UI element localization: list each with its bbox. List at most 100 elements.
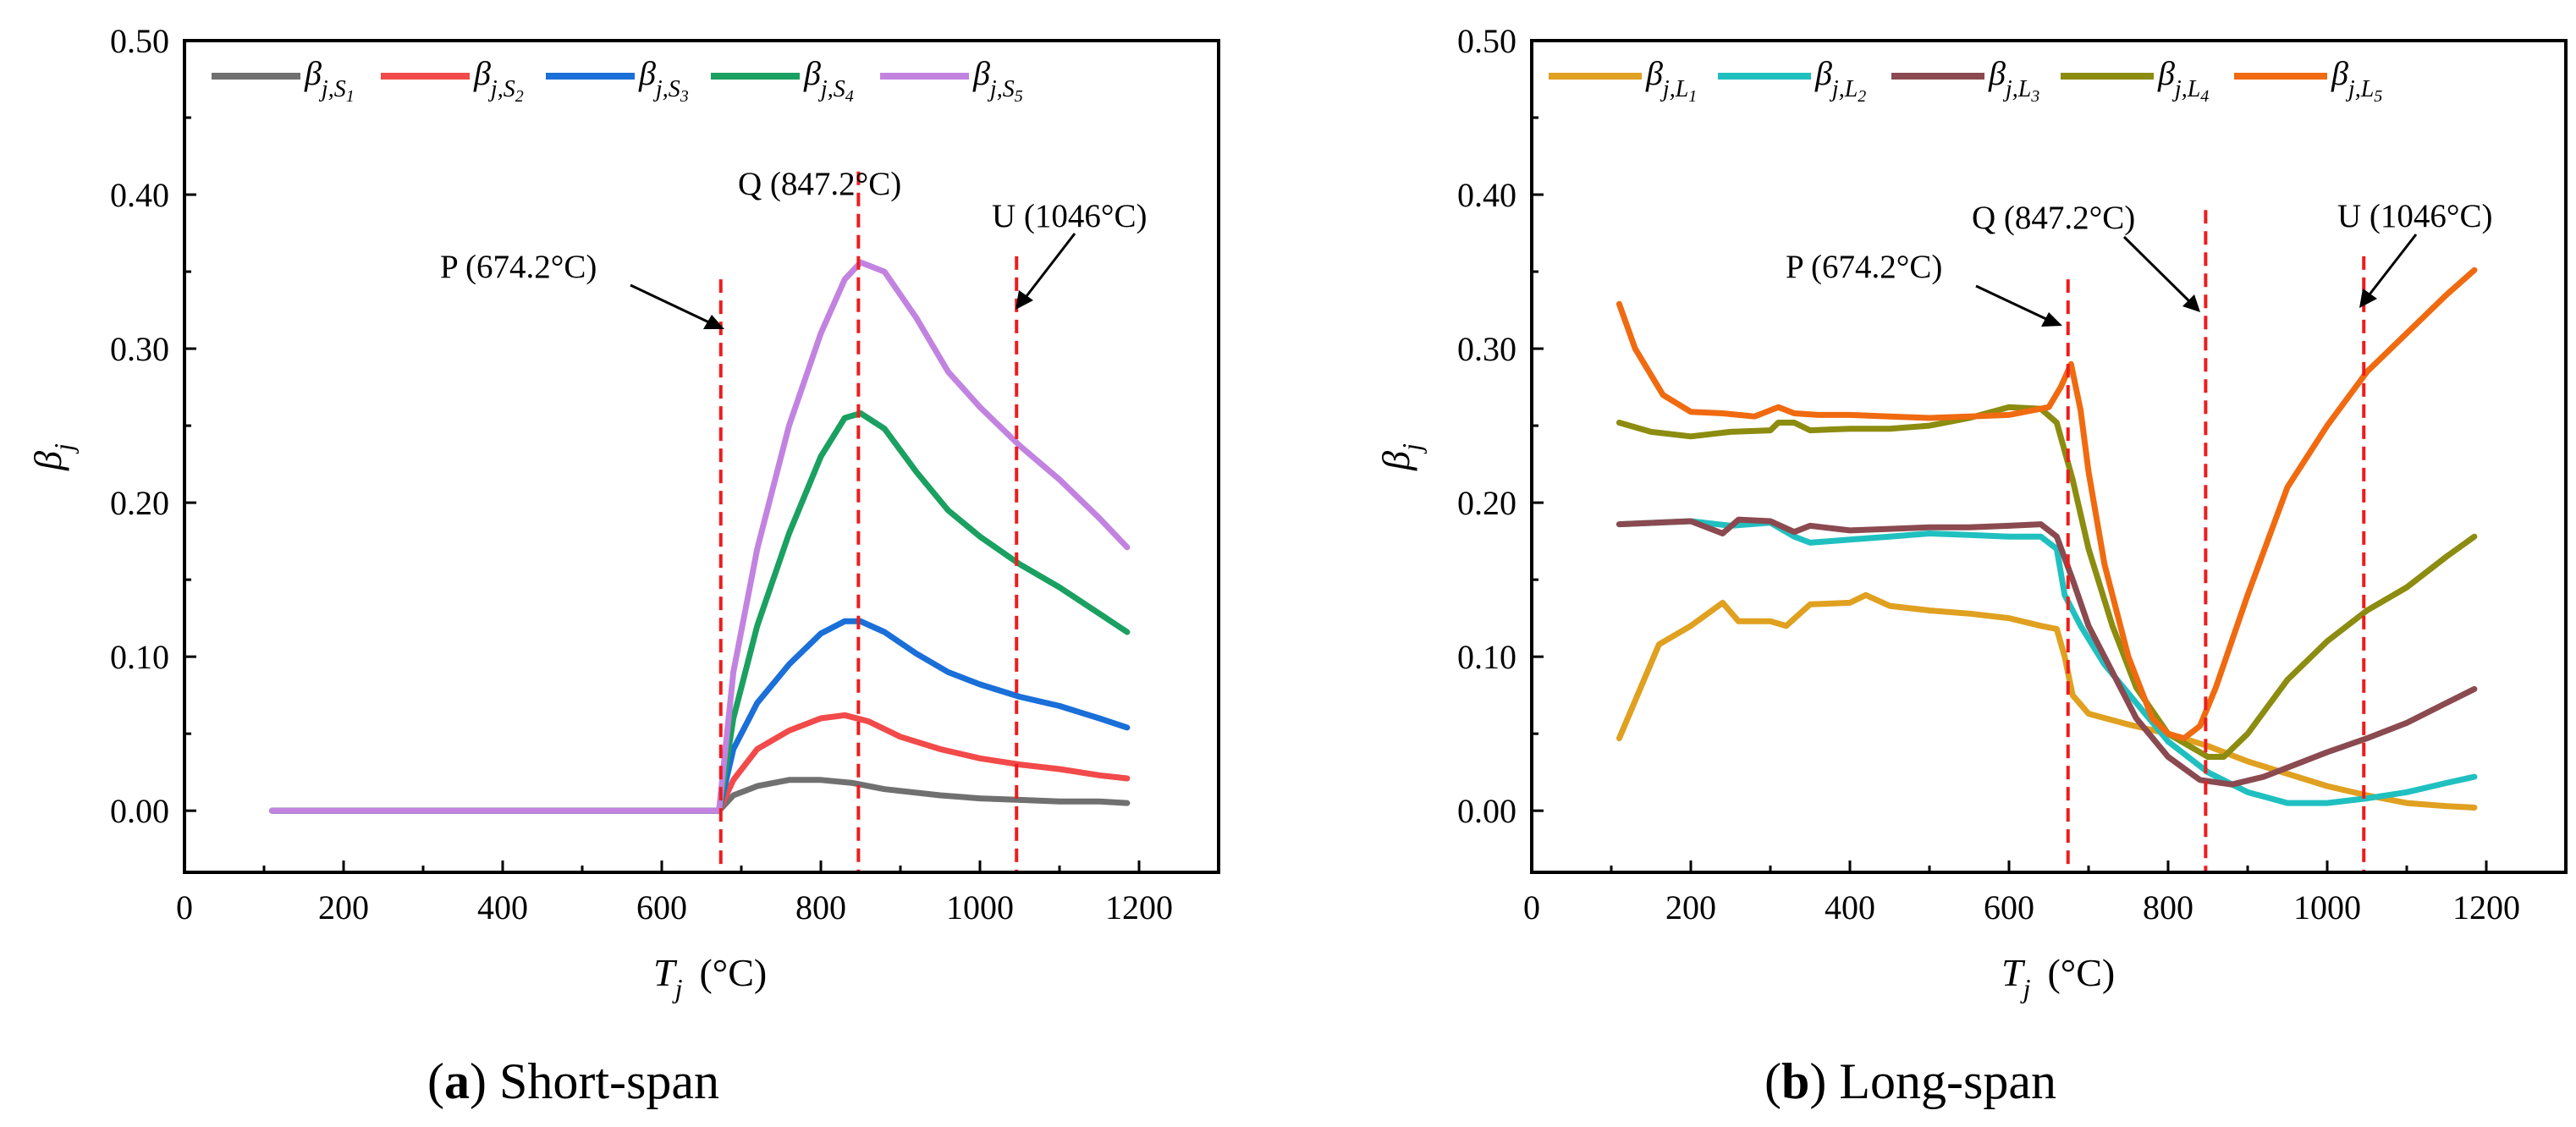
x-axis-label-b: Tj (°C) — [2001, 951, 2115, 1003]
legend-sub-a-2: j,S — [488, 76, 515, 102]
arrowhead-u-a — [1016, 290, 1033, 310]
tick-layer-b: 0 200 400 600 800 1000 1200 0.00 0.10 0.20 0.30 0.4… — [1457, 22, 2520, 926]
plot-frame-a — [183, 39, 1220, 874]
annotation-q-a: Q (847.2°C) — [738, 166, 901, 202]
legend-a: βj,S1 βj,S2 βj,S3 βj,S4 βj,S5 — [212, 54, 1023, 106]
panel-short-span: 0 200 400 600 800 1000 1200 0.00 0.10 0.20 0.30 0.4… — [26, 22, 1220, 1109]
x-axis-label-sub-b: j — [2020, 973, 2031, 1003]
legend-main-b-1: β — [1645, 54, 1663, 92]
series-line-b-5 — [1616, 267, 2478, 742]
arrow-p-a — [630, 283, 712, 325]
x-tick-label-b-4: 800 — [2143, 888, 2193, 926]
y-tick-label-a-1: 0.10 — [110, 638, 169, 676]
caption-text-b: Long-span — [1826, 1053, 2056, 1109]
y-tick-label-a-2: 0.20 — [110, 484, 169, 522]
y-axis-label-b: βj — [1374, 443, 1427, 471]
y-tick-label-a-0: 0.00 — [110, 792, 169, 830]
x-axis-label-main-a: T — [653, 951, 678, 994]
legend-sub-b-2: j,L — [1830, 76, 1858, 102]
legend-entry-a-3: βj,S3 — [546, 54, 689, 106]
svg-text:βj,S2: βj,S2 — [473, 54, 524, 106]
annotations-a: P (674.2°C) Q (847.2°C) U (1046°C) — [440, 166, 1148, 329]
arrowhead-q-b — [2182, 294, 2200, 312]
caption-letter-a: a — [444, 1053, 470, 1109]
annotation-u-a: U (1046°C) — [992, 198, 1148, 234]
arrow-u-b — [2368, 234, 2418, 295]
legend-idx-b-1: 1 — [1688, 87, 1697, 106]
y-axis-label-sub-a: j — [48, 443, 79, 454]
x-axis-label-a: Tj (°C) — [653, 951, 767, 1003]
x-axis-label-unit-a: (°C) — [699, 951, 767, 994]
arrow-q-b — [2122, 235, 2191, 303]
x-tick-label-a-2: 400 — [477, 888, 528, 926]
svg-text:βj,L5: βj,L5 — [2331, 54, 2382, 106]
x-tick-label-b-3: 600 — [1984, 888, 2034, 926]
legend-sub-a-1: j,S — [319, 76, 346, 102]
x-tick-label-a-6: 1200 — [1105, 888, 1173, 926]
caption-close-a: ) — [470, 1053, 487, 1109]
y-tick-label-a-4: 0.40 — [110, 176, 169, 214]
x-tick-label-a-0: 0 — [176, 888, 193, 926]
x-tick-label-a-5: 1000 — [946, 888, 1014, 926]
series-line-a-4 — [268, 410, 1131, 814]
legend-idx-a-3: 3 — [680, 87, 689, 106]
y-tick-label-b-4: 0.40 — [1457, 176, 1516, 214]
caption-open-b: ( — [1764, 1053, 1781, 1109]
svg-text:βj,S3: βj,S3 — [638, 54, 689, 106]
legend-main-a-1: β — [304, 54, 322, 92]
y-axis-label-sub-b: j — [1396, 443, 1427, 454]
annotation-q-b: Q (847.2°C) — [1972, 200, 2135, 236]
legend-entry-b-4: βj,L4 — [2061, 54, 2209, 106]
series-line-a-5 — [268, 259, 1131, 814]
vline-layer-a — [718, 171, 1019, 872]
y-axis-label-main-a: β — [26, 451, 69, 471]
y-tick-label-b-1: 0.10 — [1457, 638, 1516, 676]
series-line-b-3 — [1616, 516, 2478, 788]
x-tick-label-b-2: 400 — [1825, 888, 1875, 926]
annotation-p-a: P (674.2°C) — [440, 249, 597, 285]
legend-main-b-5: β — [2331, 54, 2348, 92]
caption-close-b: ) — [1809, 1053, 1826, 1109]
x-tick-label-a-1: 200 — [318, 888, 369, 926]
series-line-b-4 — [1616, 404, 2478, 760]
x-axis-label-sub-a: j — [672, 973, 683, 1003]
legend-sub-a-4: j,S — [818, 76, 845, 102]
series-line-a-3 — [268, 618, 1131, 814]
y-tick-label-b-5: 0.50 — [1457, 22, 1516, 60]
legend-main-a-3: β — [638, 54, 656, 92]
x-tick-label-a-3: 600 — [636, 888, 687, 926]
legend-idx-b-2: 2 — [1858, 87, 1866, 106]
x-tick-label-a-4: 800 — [795, 888, 846, 926]
series-line-a-1 — [268, 777, 1131, 814]
legend-sub-a-3: j,S — [653, 76, 680, 102]
legend-idx-a-4: 4 — [845, 87, 854, 106]
svg-text:βj,S1: βj,S1 — [304, 54, 355, 106]
y-tick-label-b-2: 0.20 — [1457, 484, 1516, 522]
arrowhead-p-b — [2041, 312, 2062, 327]
legend-sub-b-5: j,L — [2346, 76, 2374, 102]
legend-idx-a-1: 1 — [346, 87, 355, 106]
plot-frame-b — [1530, 39, 2568, 874]
legend-sub-b-4: j,L — [2172, 76, 2200, 102]
x-tick-label-b-1: 200 — [1665, 888, 1716, 926]
svg-text:βj,L1: βj,L1 — [1645, 54, 1697, 106]
tick-layer-a: 0 200 400 600 800 1000 1200 0.00 0.10 0.20 0.30 0.4… — [110, 22, 1173, 926]
x-axis-label-main-b: T — [2001, 951, 2026, 994]
legend-sub-b-3: j,L — [2003, 76, 2031, 102]
panel-long-span: 0 200 400 600 800 1000 1200 0.00 0.10 0.20 0.30 0.4… — [1374, 22, 2568, 1109]
legend-idx-b-3: 3 — [2030, 87, 2039, 106]
legend-entry-b-2: βj,L2 — [1718, 54, 1866, 106]
legend-main-b-2: β — [1814, 54, 1832, 92]
annotation-p-b: P (674.2°C) — [1786, 249, 1942, 285]
x-tick-label-b-0: 0 — [1523, 888, 1540, 926]
legend-b: βj,L1 βj,L2 βj,L3 βj,L4 βj,L5 — [1549, 54, 2382, 106]
caption-open-a: ( — [427, 1053, 444, 1109]
vline-layer-b — [2066, 210, 2366, 872]
annotations-b: P (674.2°C) Q (847.2°C) U (1046°C) — [1786, 198, 2493, 327]
legend-entry-b-5: βj,L5 — [2234, 54, 2382, 106]
y-tick-label-a-3: 0.30 — [110, 330, 169, 368]
y-tick-label-a-5: 0.50 — [110, 22, 169, 60]
caption-a: (a) Short-span — [427, 1053, 719, 1109]
legend-entry-a-2: βj,S2 — [381, 54, 524, 106]
annotation-u-b: U (1046°C) — [2337, 198, 2493, 234]
